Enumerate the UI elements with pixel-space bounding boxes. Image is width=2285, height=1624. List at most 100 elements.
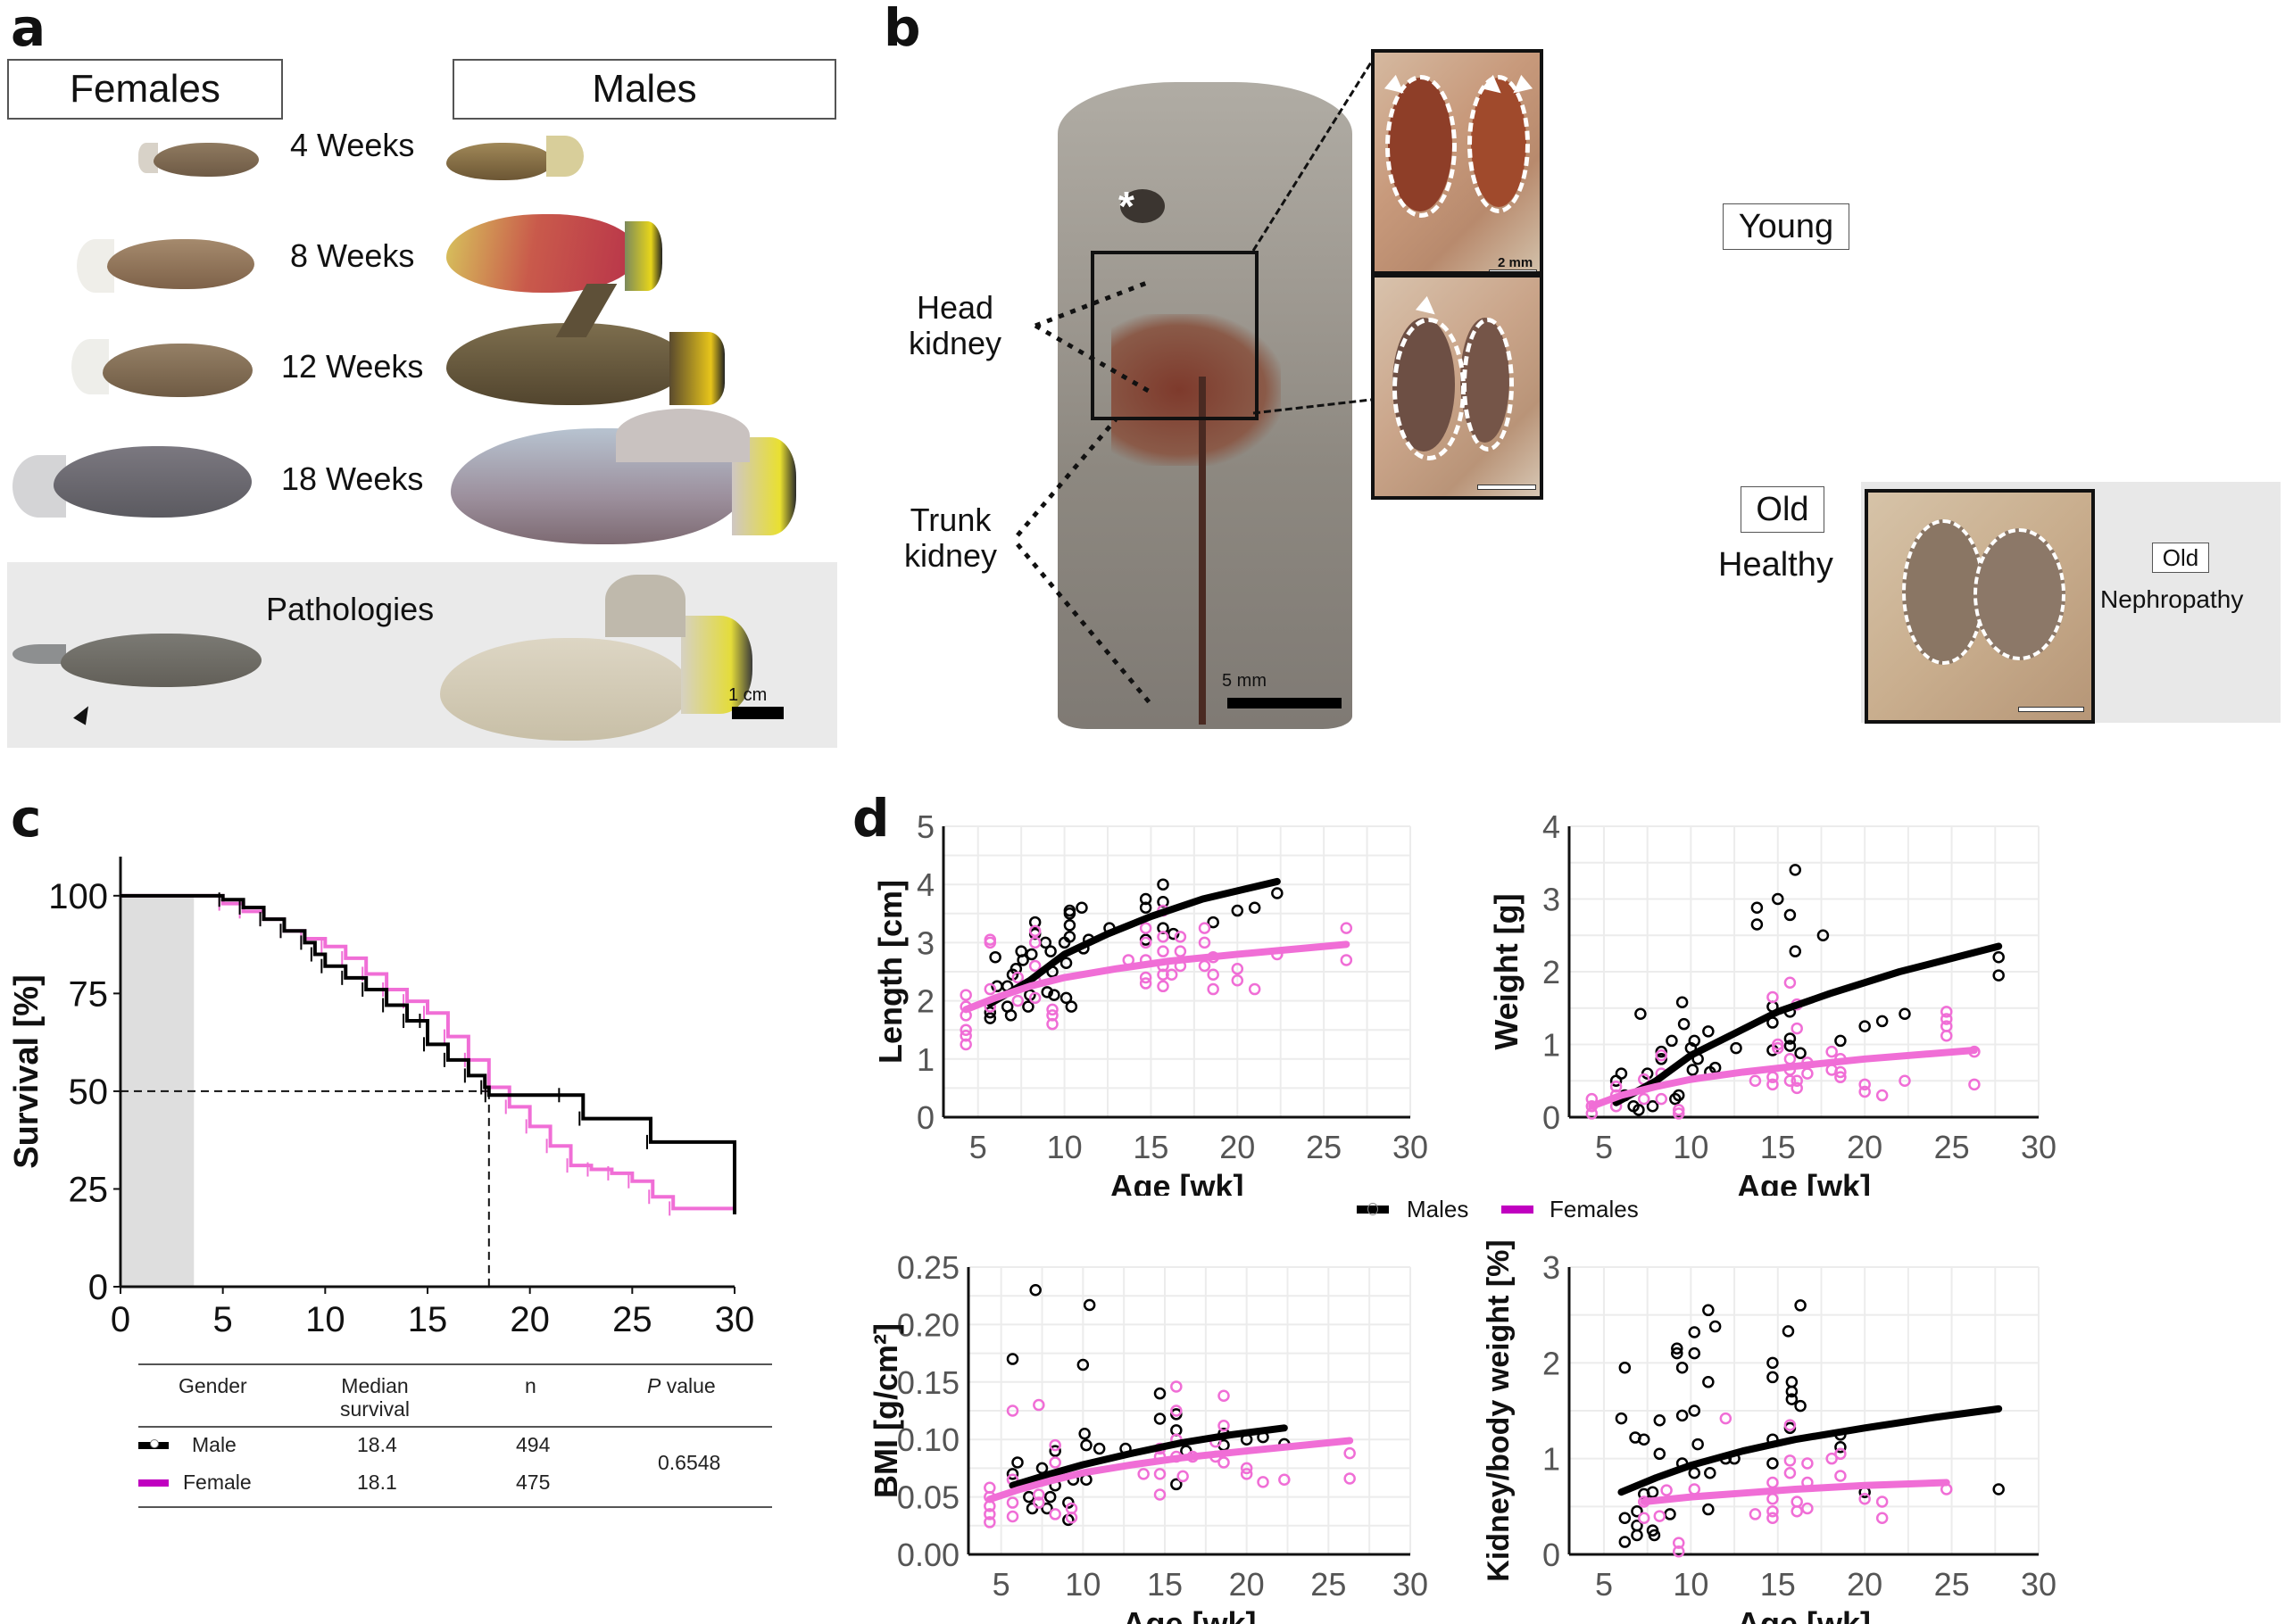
data-point-males: [1634, 1007, 1647, 1021]
data-point-females: [1033, 1398, 1045, 1412]
y-tick-label: 3: [917, 924, 935, 961]
females-header: Females: [7, 59, 283, 120]
data-point-females: [1217, 1456, 1230, 1469]
male-gender: Male: [192, 1433, 237, 1456]
data-point-females: [1638, 1092, 1650, 1106]
data-point-females: [1340, 922, 1353, 934]
data-point-males: [1044, 945, 1057, 957]
y-axis-label: Length [cm]: [872, 880, 909, 1064]
x-tick-label: 15: [1760, 1566, 1796, 1603]
y-tick-label: 50: [69, 1073, 109, 1112]
data-point-males: [1618, 1361, 1632, 1374]
data-point-females: [960, 1029, 972, 1042]
x-tick-label: 30: [1392, 1129, 1428, 1165]
data-point-females: [1791, 1496, 1803, 1508]
data-point-males: [1065, 1000, 1078, 1013]
y-tick-label: 0.05: [897, 1479, 960, 1516]
x-tick-label: 5: [1595, 1129, 1613, 1165]
data-point-females: [1157, 931, 1169, 943]
data-point-females: [1660, 1484, 1673, 1496]
y-tick-label: 1: [1542, 1027, 1560, 1064]
y-tick-label: 4: [917, 866, 935, 903]
data-point-females: [1672, 1104, 1685, 1116]
scale-bar-label-5mm: 5 mm: [1222, 671, 1267, 691]
p-value: 0.6548: [658, 1451, 721, 1474]
data-point-females: [1139, 977, 1152, 990]
survival-chart: 0255075100051015202530Age [wk]Survival […: [8, 857, 754, 1338]
panel-b-leader-lines: [1016, 62, 1373, 707]
pathologies-label: Pathologies: [266, 591, 435, 627]
data-point-females: [1217, 1389, 1230, 1403]
data-point-females: [1157, 945, 1169, 957]
data-point-females: [1006, 1496, 1019, 1509]
survival-curve-female: [120, 893, 736, 1213]
data-point-females: [1858, 1492, 1871, 1505]
data-point-females: [1011, 971, 1025, 984]
head-kidney-tissue: [1111, 314, 1281, 466]
data-point-females: [1046, 1009, 1059, 1022]
y-tick-label: 2: [1542, 954, 1560, 990]
data-point-males: [1834, 1034, 1847, 1048]
y-tick-label: 0.25: [897, 1249, 960, 1286]
x-tick-label: 10: [1673, 1566, 1708, 1603]
fit-curve-males: [1009, 1424, 1288, 1489]
data-point-females: [1766, 1078, 1779, 1091]
table-header-n: n: [525, 1374, 536, 1397]
x-tick-label: 30: [1392, 1566, 1428, 1603]
x-tick-label: 25: [612, 1300, 652, 1338]
data-point-females: [1174, 931, 1187, 943]
data-point-males: [1704, 1467, 1716, 1479]
table-header-p: P value: [647, 1374, 716, 1398]
table-bottom-rule: [138, 1506, 772, 1508]
head-kidney-label: Head kidney: [893, 289, 1018, 362]
data-point-females: [960, 989, 972, 1001]
data-point-males: [1615, 1067, 1628, 1080]
x-tick-label: 25: [1306, 1129, 1342, 1165]
data-point-males: [1672, 1089, 1685, 1102]
survival-table: Gender Median survival n P value Male 18…: [138, 1363, 772, 1510]
y-axis-label: Survival [%]: [8, 974, 46, 1169]
data-point-females: [1340, 954, 1353, 966]
y-axis-label: BMI [g/cm²]: [868, 1323, 904, 1498]
data-point-males: [1702, 1503, 1715, 1516]
data-point-females: [1028, 924, 1042, 938]
data-point-females: [1719, 1412, 1732, 1425]
data-point-females: [1157, 980, 1169, 993]
x-tick-label: 10: [1047, 1129, 1083, 1165]
data-point-females: [1766, 1504, 1779, 1518]
trunk-kidney-leader-2: [1016, 543, 1153, 707]
data-point-males: [1785, 1393, 1799, 1405]
data-point-males: [1789, 945, 1802, 957]
data-point-males: [1782, 1325, 1795, 1338]
scale-bar-1cm: [732, 707, 784, 719]
data-point-males: [1675, 1361, 1689, 1374]
age-label-18w: 18 Weeks: [281, 460, 424, 497]
data-point-males: [1688, 1404, 1701, 1417]
panel-letter-a: a: [11, 0, 46, 58]
y-tick-label: 4: [1542, 808, 1560, 845]
data-point-males: [1080, 1438, 1093, 1452]
y-tick-label: 75: [69, 974, 109, 1014]
x-tick-label: 20: [510, 1300, 550, 1338]
data-point-females: [1033, 1488, 1045, 1501]
data-point-males: [1207, 916, 1219, 929]
data-point-females: [1006, 1404, 1019, 1417]
old-healthy-outline-right: [1462, 318, 1514, 452]
data-point-males: [1992, 969, 2005, 982]
fit-curve-females: [1588, 1047, 1978, 1110]
data-point-males: [1631, 1504, 1643, 1518]
data-point-females: [1834, 1470, 1847, 1482]
table-header-median-line2: survival: [340, 1397, 410, 1421]
table-top-rule: [138, 1363, 772, 1365]
data-point-males: [1750, 918, 1764, 931]
x-axis-label: Age [wk]: [1737, 1168, 1871, 1196]
data-point-males: [1076, 901, 1088, 915]
data-point-females: [1257, 1476, 1269, 1488]
data-point-females: [1170, 1380, 1183, 1393]
data-point-males: [1794, 1299, 1807, 1312]
male-median: 18.4: [357, 1433, 397, 1456]
data-point-males: [1006, 1468, 1019, 1480]
data-point-females: [1240, 1462, 1253, 1475]
data-point-males: [1041, 986, 1053, 998]
head-kidney-leader-2: [1034, 323, 1153, 395]
